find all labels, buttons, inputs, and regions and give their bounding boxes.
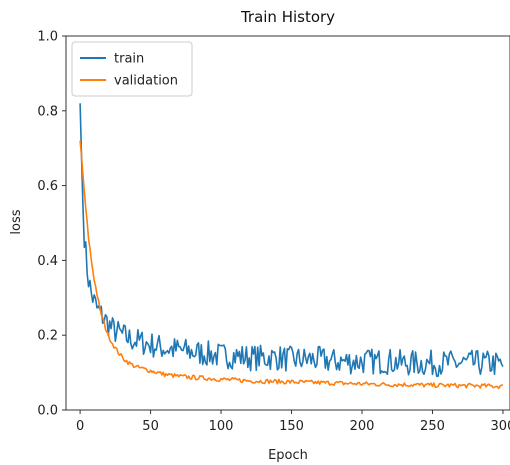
y-tick-label: 0.2	[37, 329, 58, 344]
legend: train validation	[71, 41, 193, 97]
x-tick-label: 150	[279, 419, 304, 434]
legend-box	[71, 41, 193, 97]
legend-label-train: train	[114, 52, 144, 67]
series-line-train	[79, 103, 504, 378]
chart-title: Train History	[240, 8, 335, 26]
y-axis-label: loss	[9, 209, 24, 234]
x-tick-label: 200	[350, 419, 375, 434]
y-tick-label: 0.6	[37, 179, 58, 194]
plot-area	[65, 35, 510, 411]
x-tick-label: 0	[76, 419, 84, 434]
x-tick-label: 250	[420, 419, 445, 434]
x-axis-label: Epoch	[268, 448, 308, 463]
y-tick-label: 0.4	[37, 254, 58, 269]
plot-frame	[65, 35, 510, 411]
y-tick-label: 0.8	[37, 104, 58, 119]
legend-label-validation: validation	[114, 74, 178, 89]
series-line-validation	[79, 140, 504, 390]
axis-ticks: 0 50 100 150 200 250 300 0.0 0.2 0.4 0.6 0.8 1.0	[37, 30, 510, 435]
x-tick-label: 50	[142, 419, 159, 434]
x-tick-label: 100	[209, 419, 234, 434]
x-tick-label: 300	[491, 419, 510, 434]
y-tick-label: 1.0	[37, 30, 58, 45]
y-tick-label: 0.0	[37, 404, 58, 419]
